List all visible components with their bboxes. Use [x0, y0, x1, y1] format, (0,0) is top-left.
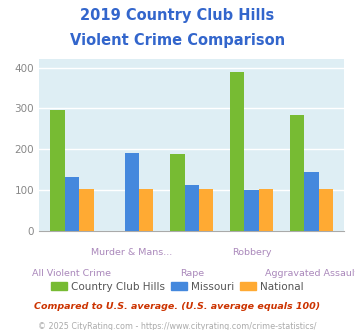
Bar: [65, 177, 79, 231]
Text: 2019 Country Club Hills: 2019 Country Club Hills: [80, 8, 275, 23]
Bar: [170, 154, 185, 231]
Bar: [125, 153, 139, 231]
Text: Aggravated Assault: Aggravated Assault: [265, 269, 355, 278]
Bar: [230, 73, 244, 231]
Text: Rape: Rape: [180, 269, 204, 278]
Text: © 2025 CityRating.com - https://www.cityrating.com/crime-statistics/: © 2025 CityRating.com - https://www.city…: [38, 322, 317, 330]
Bar: [185, 185, 199, 231]
Bar: [259, 188, 273, 231]
Bar: [244, 190, 259, 231]
Bar: [50, 111, 65, 231]
Text: Violent Crime Comparison: Violent Crime Comparison: [70, 33, 285, 48]
Bar: [304, 172, 318, 231]
Text: Murder & Mans...: Murder & Mans...: [91, 248, 173, 257]
Bar: [139, 189, 153, 231]
Bar: [318, 189, 333, 231]
Text: Robbery: Robbery: [232, 248, 271, 257]
Text: Compared to U.S. average. (U.S. average equals 100): Compared to U.S. average. (U.S. average …: [34, 302, 321, 311]
Bar: [199, 189, 213, 231]
Bar: [79, 189, 93, 231]
Legend: Country Club Hills, Missouri, National: Country Club Hills, Missouri, National: [47, 278, 308, 296]
Text: All Violent Crime: All Violent Crime: [32, 269, 111, 278]
Bar: [290, 115, 304, 231]
